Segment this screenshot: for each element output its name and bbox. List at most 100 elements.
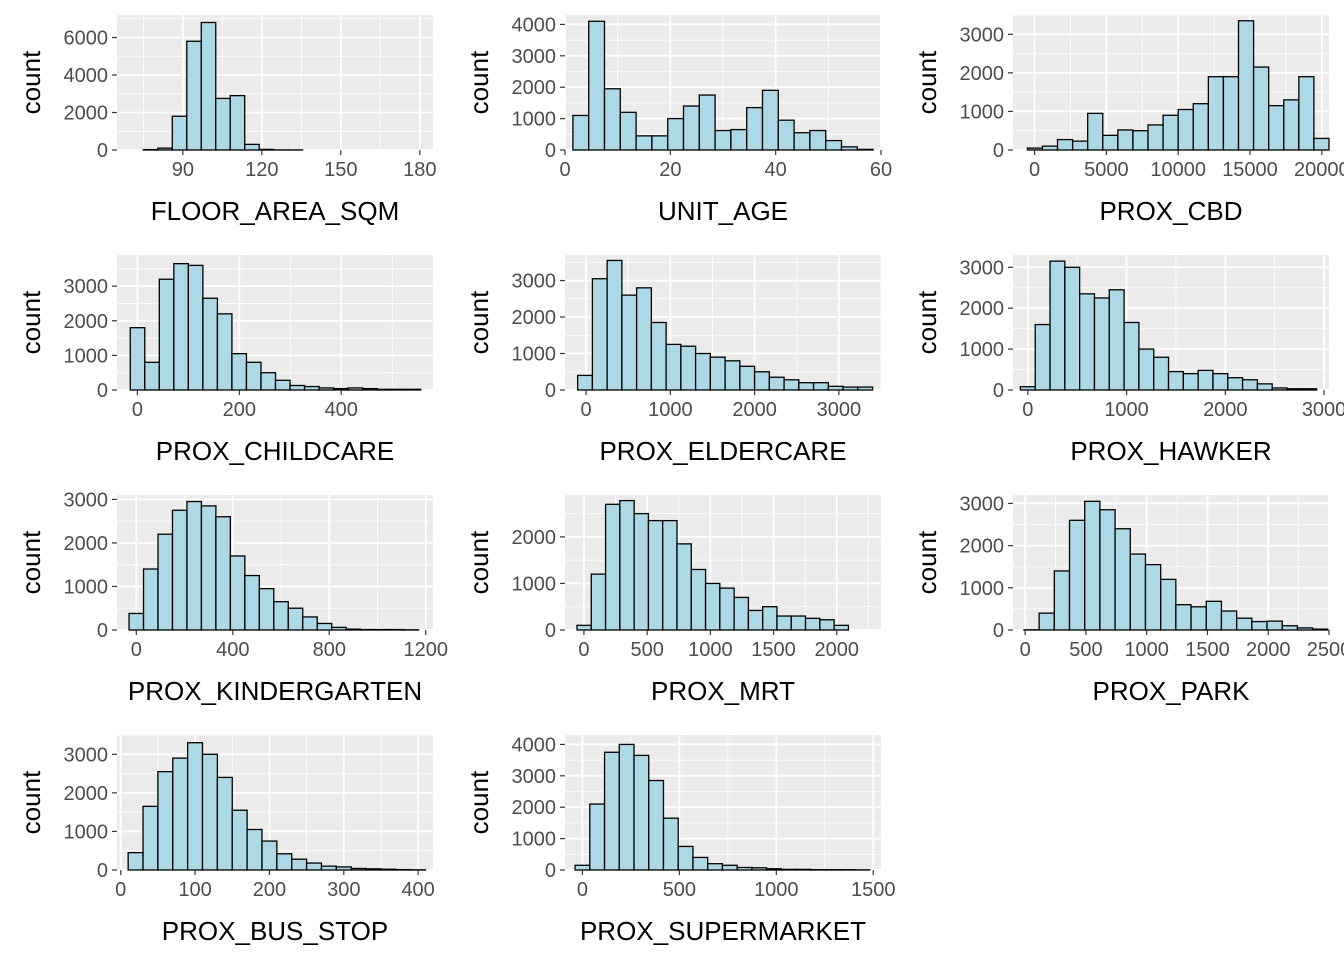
histogram-bar (1266, 620, 1283, 631)
histogram-bar (318, 387, 335, 391)
y-tick-label: 0 (97, 860, 108, 882)
x-tick-label: 1000 (1104, 399, 1149, 421)
histogram-bar (1147, 124, 1164, 151)
y-tick-label: 0 (545, 380, 556, 402)
histogram-bar (604, 503, 621, 631)
histogram-bar (376, 388, 393, 391)
histogram-bar (274, 379, 291, 391)
histogram-bar (819, 619, 835, 631)
histogram-bar (572, 114, 590, 151)
histogram-bar (635, 135, 653, 151)
histogram-bar (142, 568, 159, 631)
histogram-bar (746, 106, 764, 151)
x-tick-label: 2000 (732, 399, 777, 421)
x-tick-label: 1000 (648, 399, 693, 421)
histogram-bar (186, 742, 204, 871)
y-tick-label: 2000 (960, 63, 1005, 85)
histogram-bar (215, 97, 231, 151)
histogram-bar (157, 147, 173, 151)
histogram-bar (1256, 383, 1273, 391)
histogram-bar (129, 327, 146, 391)
x-axis-title: FLOOR_AREA_SQM (151, 196, 400, 226)
x-tick-label: 1200 (404, 639, 448, 661)
histogram-bar (812, 382, 829, 391)
histogram-bar (1144, 563, 1162, 631)
histogram-bar (588, 20, 606, 151)
x-axis: 0 500 1000 1500 2000 (578, 630, 859, 661)
histogram-bar (1286, 388, 1303, 391)
histogram-bar (842, 386, 859, 391)
x-axis-title: PROX_ELDERCARE (599, 436, 846, 466)
x-tick-label: 400 (216, 639, 249, 661)
x-axis: 0 20 40 60 (559, 150, 892, 181)
histogram-bar (793, 132, 811, 151)
histogram-bar (619, 499, 635, 631)
y-tick-label: 1000 (64, 576, 109, 598)
x-tick-label: 0 (1029, 159, 1040, 181)
y-tick-label: 0 (545, 620, 556, 642)
histogram-bar (827, 385, 844, 391)
histogram-bar (1071, 140, 1089, 151)
histogram-bar (857, 386, 874, 391)
histogram-bar (1222, 76, 1240, 151)
x-axis: 0 200 400 (132, 390, 358, 421)
x-tick-label: 0 (1022, 399, 1033, 421)
histogram-bar (856, 148, 874, 151)
histogram-bar (216, 313, 233, 391)
histogram-bar (667, 117, 685, 151)
y-tick-label: 0 (993, 140, 1004, 162)
histogram-bar (186, 40, 202, 151)
x-tick-label: 200 (223, 399, 256, 421)
histogram-bar (1153, 356, 1170, 391)
histogram-bar (762, 606, 778, 631)
histogram-bar (350, 867, 367, 871)
histogram-bar (1190, 606, 1207, 631)
y-tick-label: 1000 (512, 344, 557, 366)
x-axis-title: PROX_MRT (651, 676, 795, 706)
histogram-bar (1167, 370, 1184, 391)
histogram-bar (1207, 76, 1225, 151)
histogram-bar (1252, 66, 1270, 151)
histogram-bar (127, 851, 144, 871)
histogram-bar (719, 587, 735, 631)
histogram-bar (1313, 137, 1330, 151)
y-tick-label: 3000 (64, 276, 109, 298)
x-tick-label: 90 (172, 159, 194, 181)
histogram-bar (245, 361, 262, 391)
histogram-bar (591, 278, 608, 391)
x-axis: 0 1000 2000 3000 (1022, 390, 1344, 421)
histogram-bar (589, 803, 606, 871)
histogram-bars (1026, 20, 1330, 151)
x-tick-label: 0 (131, 639, 142, 661)
histogram-bars (142, 21, 304, 151)
histogram-bar (1235, 617, 1253, 631)
y-tick-label: 3000 (512, 46, 557, 68)
y-tick-label: 1000 (512, 829, 557, 851)
histogram-bar (335, 866, 352, 871)
x-tick-label: 500 (663, 879, 696, 901)
histogram-bar (273, 601, 289, 631)
histogram-bar (1212, 372, 1229, 391)
histogram-bar (231, 353, 248, 391)
histogram-bar (1182, 372, 1199, 391)
histogram-bar (128, 612, 145, 631)
x-tick-label: 0 (577, 879, 588, 901)
histogram-bars (128, 500, 420, 631)
y-tick-label: 2000 (512, 797, 557, 819)
y-axis: 0 1000 2000 3000 (64, 489, 117, 642)
x-tick-label: 1000 (754, 879, 799, 901)
histogram-bar (676, 543, 692, 631)
y-tick-label: 1000 (512, 109, 557, 131)
histogram-bar (647, 519, 664, 631)
x-tick-label: 0 (115, 879, 126, 901)
histogram-bar (258, 148, 275, 151)
histogram-bar (618, 743, 635, 871)
x-tick-label: 1500 (1185, 639, 1230, 661)
histogram-bar (244, 574, 260, 631)
x-tick-label: 150 (324, 159, 357, 181)
histogram-bar (289, 384, 306, 391)
histogram-bar (603, 88, 621, 151)
x-tick-label: 0 (578, 639, 589, 661)
histogram-panel-prox-bus-stop: 0 100 200 300 400 0 1000 2000 3000 PROX_BUS_STOP c… (0, 720, 448, 960)
histogram-bar (1087, 112, 1104, 151)
